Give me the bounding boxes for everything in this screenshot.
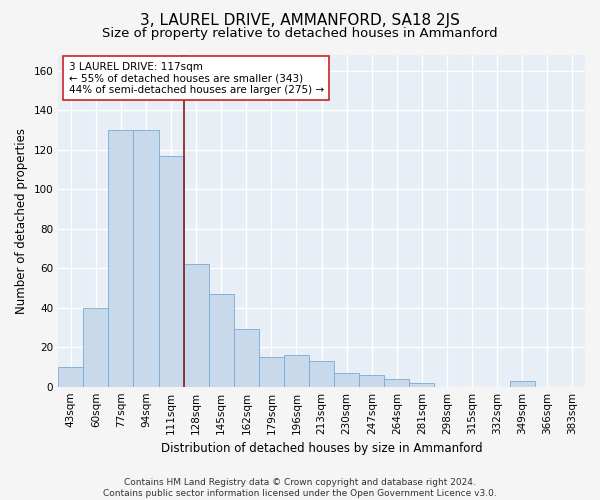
Bar (109, 130, 133, 386)
Bar (385, 379, 409, 386)
Bar (510, 381, 535, 386)
Bar (209, 294, 234, 386)
Bar (184, 264, 209, 386)
Bar (158, 156, 184, 386)
Bar (133, 130, 158, 386)
X-axis label: Distribution of detached houses by size in Ammanford: Distribution of detached houses by size … (161, 442, 482, 455)
Bar (334, 373, 359, 386)
Text: Contains HM Land Registry data © Crown copyright and database right 2024.
Contai: Contains HM Land Registry data © Crown c… (103, 478, 497, 498)
Bar (409, 382, 434, 386)
Y-axis label: Number of detached properties: Number of detached properties (15, 128, 28, 314)
Text: 3 LAUREL DRIVE: 117sqm
← 55% of detached houses are smaller (343)
44% of semi-de: 3 LAUREL DRIVE: 117sqm ← 55% of detached… (69, 62, 324, 95)
Bar (309, 361, 334, 386)
Bar (259, 357, 284, 386)
Text: Size of property relative to detached houses in Ammanford: Size of property relative to detached ho… (102, 28, 498, 40)
Bar (58, 367, 83, 386)
Bar (284, 355, 309, 386)
Bar (234, 330, 259, 386)
Bar (359, 375, 385, 386)
Bar (83, 308, 109, 386)
Text: 3, LAUREL DRIVE, AMMANFORD, SA18 2JS: 3, LAUREL DRIVE, AMMANFORD, SA18 2JS (140, 12, 460, 28)
